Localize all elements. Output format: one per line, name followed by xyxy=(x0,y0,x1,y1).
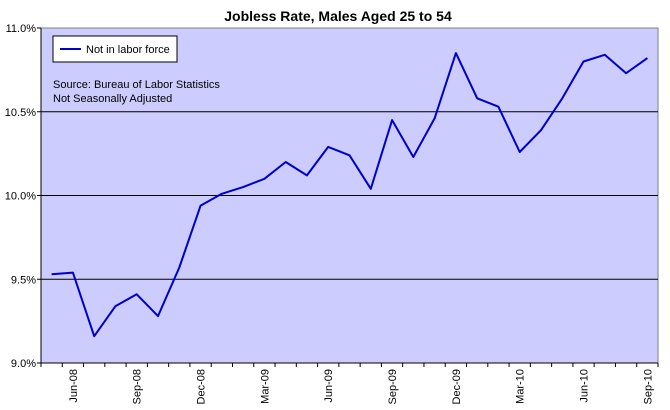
x-tick-label: Jun-10 xyxy=(579,369,591,403)
source-annotation: Source: Bureau of Labor Statistics xyxy=(53,79,220,91)
adjustment-annotation: Not Seasonally Adjusted xyxy=(53,93,172,105)
x-tick-label: Sep-08 xyxy=(132,369,144,404)
y-tick-label: 10.5% xyxy=(5,107,36,119)
x-tick-label: Sep-09 xyxy=(387,369,399,404)
x-tick-label: Jun-09 xyxy=(323,369,335,403)
x-tick-label: Dec-08 xyxy=(196,369,208,404)
x-tick-label: Sep-10 xyxy=(642,369,654,404)
x-tick-label: Jun-08 xyxy=(68,369,80,403)
legend-label: Not in labor force xyxy=(86,44,170,56)
y-tick-label: 9.0% xyxy=(11,358,36,370)
x-tick-label: Dec-09 xyxy=(451,369,463,404)
legend: Not in labor force xyxy=(52,35,178,63)
x-tick-label: Mar-09 xyxy=(259,369,271,404)
chart-title: Jobless Rate, Males Aged 25 to 54 xyxy=(224,8,452,24)
series-line-not-in-labor-force xyxy=(51,52,648,338)
y-tick-label: 9.5% xyxy=(11,274,36,286)
series-layer xyxy=(51,52,648,338)
gridlines xyxy=(41,111,658,280)
y-tick-label: 10.0% xyxy=(5,191,36,203)
y-tick-label: 11.0% xyxy=(6,23,37,35)
y-axis: 9.0% 9.5% 10.0% 10.5% 11.0% xyxy=(5,23,42,370)
x-tick-label: Mar-10 xyxy=(515,369,527,404)
x-axis: Jun-08 Sep-08 Dec-08 Mar-09 Jun-09 Sep-09 Dec-… xyxy=(40,362,659,404)
